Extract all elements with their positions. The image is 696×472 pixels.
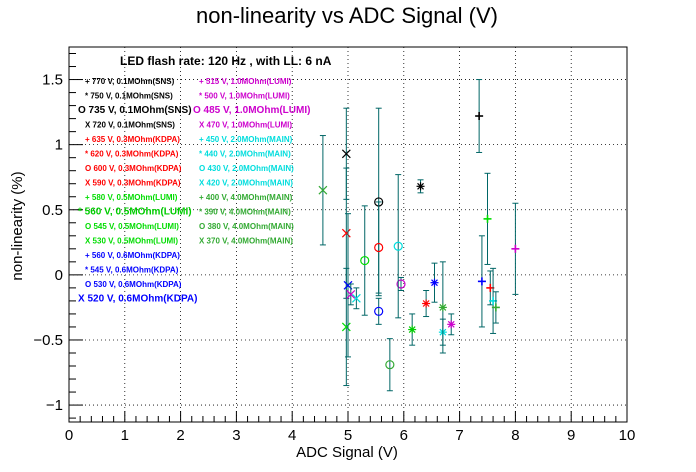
legend-entry: X 530 V, 0.5MOhm(LUMI)	[85, 237, 178, 246]
y-axis-title: non-linearity (%)	[9, 171, 26, 280]
legend-entry: X 520 V, 0.6MOhm(KDPA)	[78, 294, 197, 305]
data-point-star	[438, 261, 447, 354]
legend-entry: + 450 V, 2.0MOhm(MAIN)	[199, 135, 293, 144]
data-point-plus	[483, 172, 492, 265]
x-tick-label: 6	[400, 427, 408, 444]
data-point-circle	[396, 276, 406, 291]
chart-title: non-linearity vs ADC Signal (V)	[196, 3, 498, 28]
legend-entry: + 560 V, 0.6MOhm(KDPA)	[85, 251, 180, 260]
x-tick-label: 10	[619, 427, 636, 444]
x-tick-label: 9	[567, 427, 575, 444]
data-point-x	[351, 287, 361, 310]
legend-entry: + 400 V, 4.0MOhm(MAIN)	[199, 193, 293, 202]
legend-entry: O 600 V, 0.3MOhm(KDPA)	[85, 164, 182, 173]
x-tick-label: 0	[65, 427, 73, 444]
x-tick-label: 2	[176, 427, 184, 444]
data-point-star	[422, 289, 431, 318]
data-point-x	[318, 135, 328, 246]
legend-entry: O 380 V, 4.0MOhm(MAIN)	[199, 222, 294, 231]
legend-entry: O 430 V, 2.0MOhm(MAIN)	[199, 164, 294, 173]
x-tick-label: 5	[344, 427, 352, 444]
legend-entry: * 560 V, 0.5MOhm(LUMI)	[78, 207, 192, 218]
data-point-circle	[374, 297, 384, 325]
legend-entry: * 620 V, 0.3MOhm(KDPA)	[85, 150, 179, 159]
x-axis: 0 1 2 3 4 5 6 7 8 9 10	[65, 411, 636, 444]
data-point-x	[341, 267, 351, 387]
data-point-circle	[360, 205, 370, 316]
y-tick-label: −0.5	[33, 332, 63, 349]
legend-entry: + 515 V, 1.0MOhm(LUMI)	[199, 77, 292, 86]
legend-entry: X 420 V, 2.0MOhm(MAIN)	[199, 179, 293, 188]
legend-entry: X 370 V, 4.0MOhm(MAIN)	[199, 237, 293, 246]
data-point-star	[416, 179, 425, 194]
legend-entry: * 545 V, 0.6MOhm(KDPA)	[85, 266, 179, 275]
legend-entry: X 470 V, 1.0MOhm(LUMI)	[199, 121, 292, 130]
legend-left: + 770 V, 0.1MOhm(SNS) * 750 V, 0.1MOhm(SN…	[78, 77, 197, 305]
y-tick-label: 1	[55, 137, 63, 154]
data-point-plus	[475, 79, 484, 153]
data-point-circle	[393, 174, 403, 319]
y-tick-label: 0	[55, 267, 63, 284]
data-point-star	[447, 313, 456, 336]
y-tick-label: 0.5	[42, 202, 63, 219]
legend-entry: O 735 V, 0.1MOhm(SNS)	[78, 105, 192, 116]
legend-entry: X 590 V, 0.3MOhm(KDPA)	[85, 179, 181, 188]
x-tick-label: 3	[232, 427, 240, 444]
data-point-x	[343, 213, 353, 358]
data-point-star	[408, 313, 417, 346]
y-tick-label: −1	[46, 397, 63, 414]
data-point-plus	[491, 291, 500, 324]
x-tick-label: 1	[121, 427, 129, 444]
legend-entry: O 485 V, 1.0MOhm(LUMI)	[193, 105, 310, 116]
data-point-circle	[374, 201, 384, 294]
legend-entry: O 530 V, 0.6MOhm(KDPA)	[85, 280, 182, 289]
data-point-x	[346, 283, 356, 306]
annotation: LED flash rate: 120 Hz , with LL: 6 nA	[120, 54, 332, 68]
x-axis-title: ADC Signal (V)	[296, 444, 398, 461]
data-point-circle	[385, 338, 395, 392]
legend-entry: O 545 V, 0.5MOhm(LUMI)	[85, 222, 179, 231]
y-axis: −1 −0.5 0 0.5 1 1.5	[33, 53, 83, 419]
legend-entry: + 635 V, 0.3MOhm(KDPA)	[85, 135, 180, 144]
legend-entry: * 390 V, 4.0MOhm(MAIN)	[199, 208, 291, 217]
legend-entry: * 500 V, 1.0MOhm(LUMI)	[199, 92, 290, 101]
legend-entry: X 720 V, 0.1MOhm(SNS)	[85, 121, 175, 130]
y-tick-label: 1.5	[42, 72, 63, 89]
data-point-plus	[477, 235, 486, 328]
legend-entry: + 770 V, 0.1MOhm(SNS)	[85, 77, 175, 86]
x-tick-label: 4	[288, 427, 296, 444]
x-tick-label: 8	[511, 427, 519, 444]
legend-entry: + 580 V, 0.5MOhm(LUMI)	[85, 193, 178, 202]
data-point-plus	[511, 202, 520, 295]
legend-entry: * 440 V, 2.0MOhm(MAIN)	[199, 150, 291, 159]
data-point-star	[430, 262, 439, 303]
legend-right: + 515 V, 1.0MOhm(LUMI) * 500 V, 1.0MOhm(L…	[193, 77, 310, 246]
grid	[69, 47, 627, 422]
x-tick-label: 7	[455, 427, 463, 444]
data-points	[318, 79, 520, 392]
legend-entry: * 750 V, 0.1MOhm(SNS)	[85, 92, 173, 101]
